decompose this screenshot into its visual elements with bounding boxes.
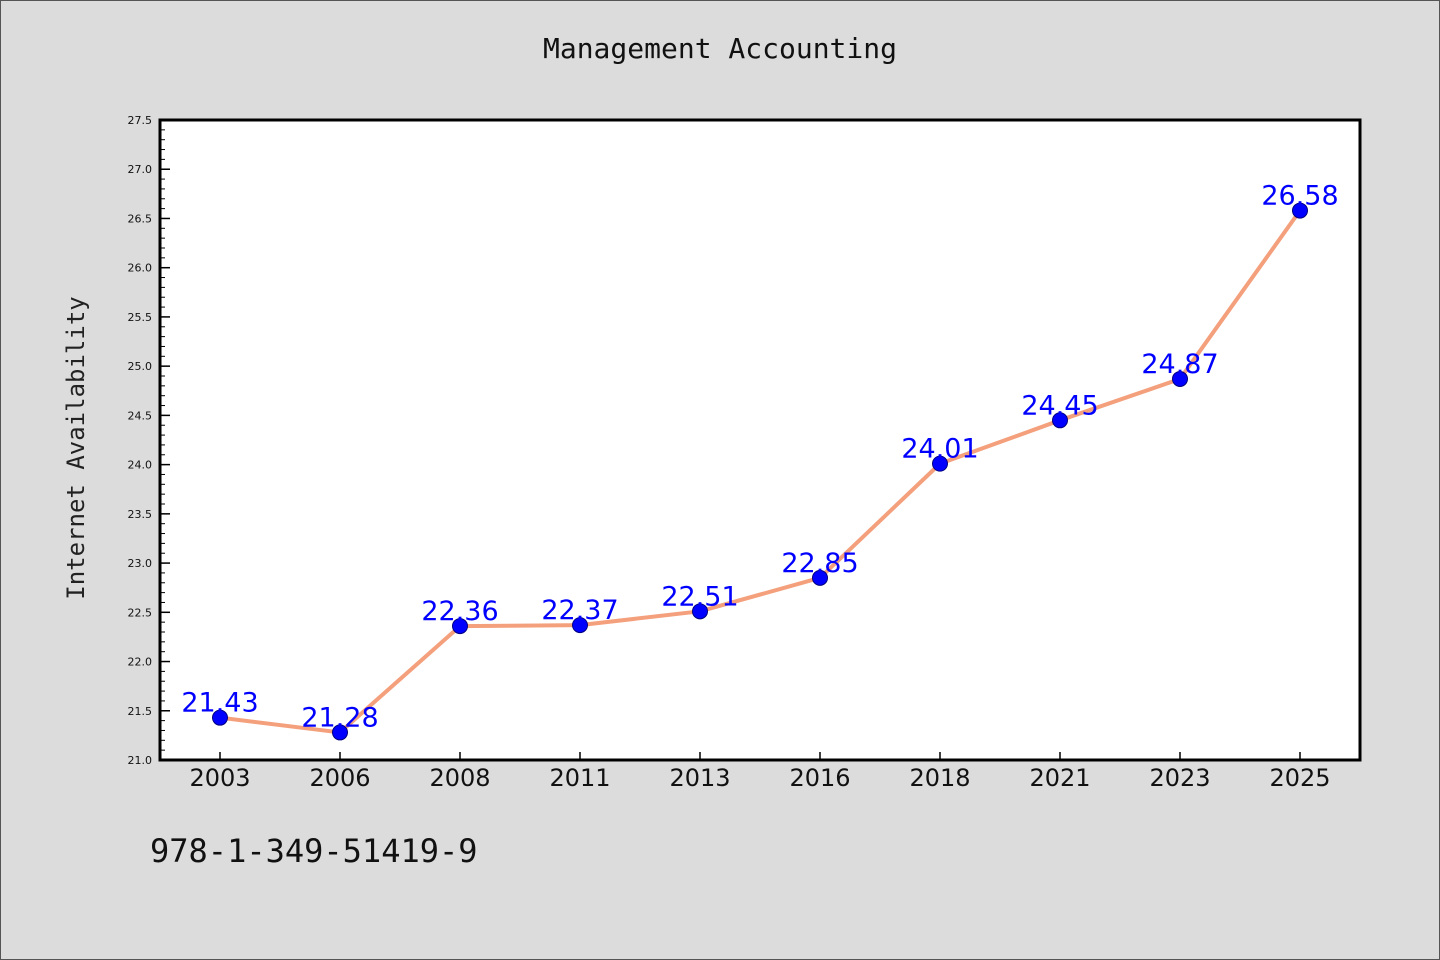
x-tick-label: 2025 <box>1269 764 1330 792</box>
y-tick-label: 24.0 <box>128 459 153 472</box>
data-point <box>1292 202 1308 219</box>
series-line <box>218 208 1302 735</box>
chart-title: Management Accounting <box>542 32 897 65</box>
data-point <box>212 709 228 726</box>
data-label: 21.28 <box>301 702 378 733</box>
data-point <box>452 618 468 635</box>
data-point <box>812 569 828 586</box>
x-tick-label: 2011 <box>549 764 610 792</box>
y-tick-label: 22.5 <box>128 606 153 619</box>
y-tick-label: 25.0 <box>128 360 153 373</box>
y-tick-label: 21.0 <box>128 754 153 767</box>
y-tick-label: 26.5 <box>128 212 153 225</box>
data-label: 26.58 <box>1261 181 1338 212</box>
data-label: 22.37 <box>541 595 618 626</box>
x-tick-label: 2003 <box>189 764 250 792</box>
data-point <box>1172 370 1188 387</box>
x-tick-label: 2016 <box>789 764 850 792</box>
x-tick-label: 2018 <box>909 764 970 792</box>
data-point <box>1052 412 1068 429</box>
data-label: 21.43 <box>181 688 258 719</box>
data-label: 24.87 <box>1141 349 1218 380</box>
x-tick-label: 2023 <box>1149 764 1210 792</box>
data-label: 24.01 <box>901 434 978 465</box>
data-label: 22.85 <box>781 548 858 579</box>
y-tick-label: 24.5 <box>128 409 153 422</box>
y-tick-label: 23.0 <box>128 557 153 570</box>
data-label: 24.45 <box>1021 390 1098 421</box>
y-tick-label: 26.0 <box>128 262 153 275</box>
x-tick-label: 2008 <box>429 764 490 792</box>
x-tick-label: 2006 <box>309 764 370 792</box>
x-tick-label: 2021 <box>1029 764 1090 792</box>
y-tick-label: 25.5 <box>128 311 153 324</box>
plot-area <box>158 118 1362 762</box>
data-point <box>932 455 948 472</box>
y-tick-label: 22.0 <box>128 656 153 669</box>
data-point <box>332 724 348 741</box>
data-label: 22.36 <box>421 596 498 627</box>
data-point <box>572 617 588 634</box>
y-tick-label: 27.5 <box>128 114 153 127</box>
y-tick-label: 27.0 <box>128 163 153 176</box>
y-tick-label: 23.5 <box>128 508 153 521</box>
x-tick-label: 2013 <box>669 764 730 792</box>
data-point <box>692 603 708 620</box>
y-tick-label: 21.5 <box>128 705 153 718</box>
isbn-text: 978-1-349-51419-9 <box>150 832 478 870</box>
data-label: 22.51 <box>661 581 738 612</box>
